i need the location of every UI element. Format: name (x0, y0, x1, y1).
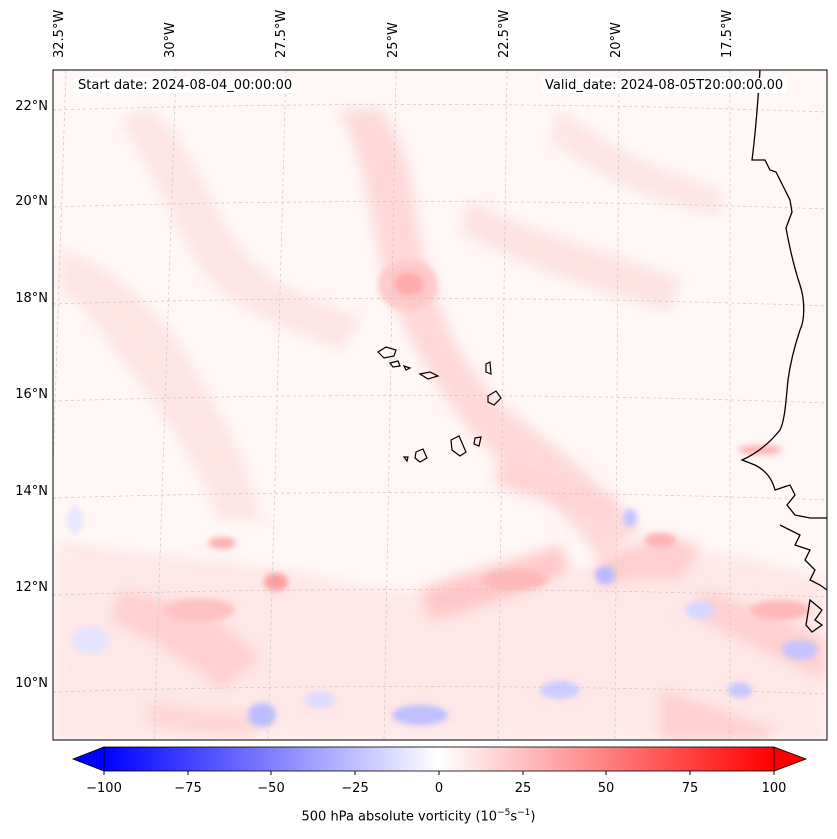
start-date-label: Start date: 2024-08-04_00:00:00 (74, 78, 297, 93)
lat-label: 12°N (15, 580, 48, 595)
coastline (740, 70, 827, 633)
vorticity-field (53, 70, 827, 740)
colorbar-tick: 25 (514, 781, 532, 796)
lat-label: 10°N (15, 676, 48, 691)
lat-label: 14°N (15, 484, 48, 499)
colorbar-tick: 50 (597, 781, 615, 796)
colorbar-gradient (104, 747, 774, 771)
colorbar-extend-max (773, 746, 808, 772)
cape-verde-islands (377, 346, 502, 463)
map-frame (52, 69, 828, 741)
lon-label: 27.5°W (274, 9, 289, 58)
lat-label: 18°N (15, 291, 48, 306)
colorbar (71, 746, 808, 775)
lon-label: 30°W (163, 22, 178, 58)
lon-label: 20°W (609, 22, 624, 58)
lat-label: 16°N (15, 387, 48, 402)
colorbar-tick: −100 (86, 781, 122, 796)
colorbar-label: 500 hPa absolute vorticity (10−5s−1) (301, 808, 536, 825)
lon-label: 32.5°W (52, 9, 67, 58)
lon-label: 22.5°W (497, 9, 512, 58)
colorbar-tick: 100 (761, 781, 787, 796)
valid-date-label: Valid_date: 2024-08-05T20:00:00.00 (541, 78, 788, 93)
colorbar-extend-min (71, 746, 105, 772)
lat-label: 22°N (15, 99, 48, 114)
colorbar-tick: 75 (681, 781, 699, 796)
colorbar-tick: −25 (341, 781, 369, 796)
colorbar-tick: 0 (434, 781, 444, 796)
colorbar-tick: −75 (174, 781, 202, 796)
graticule (53, 70, 827, 740)
lat-label: 20°N (15, 194, 48, 209)
lon-label: 25°W (386, 22, 401, 58)
lon-label: 17.5°W (720, 9, 735, 58)
colorbar-tick: −50 (257, 781, 285, 796)
